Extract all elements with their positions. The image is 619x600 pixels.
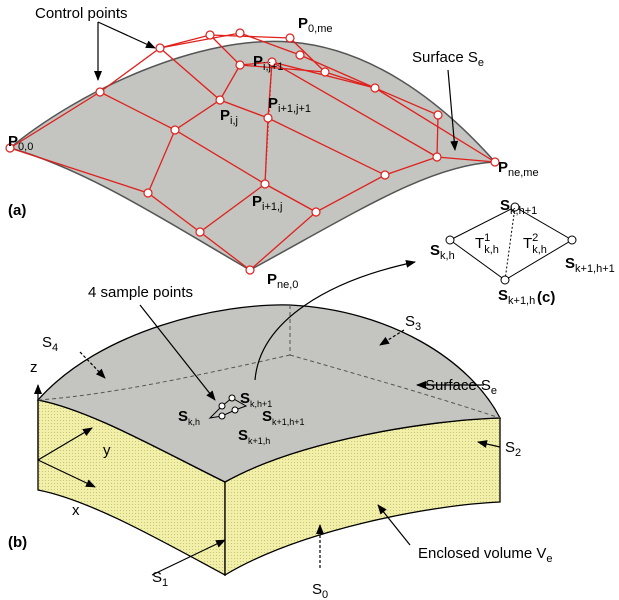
label: Sk+1,h <box>498 287 535 307</box>
label-sub: k,h <box>188 417 200 427</box>
label: Pne,0 <box>267 271 298 291</box>
label: y <box>103 442 111 459</box>
label-main: S <box>178 408 188 425</box>
label: Sk,h <box>430 242 455 262</box>
control-point <box>216 96 224 104</box>
label-sub: 1 <box>162 577 168 589</box>
label-sub: k+1,h <box>508 295 535 307</box>
label: Pne,me <box>498 159 539 179</box>
label: (b) <box>8 534 27 551</box>
label-main: S <box>42 334 52 351</box>
label: (a) <box>8 202 26 219</box>
control-point <box>196 228 204 236</box>
label-main: S <box>430 242 440 259</box>
control-point <box>171 126 179 134</box>
label-main: S <box>498 287 508 304</box>
label-main: S <box>505 439 515 456</box>
label-sub: k+1,h+1 <box>272 417 305 427</box>
label: S4 <box>42 334 58 354</box>
label-sub: 0,0 <box>18 141 33 153</box>
label-main: S <box>500 197 510 214</box>
control-point <box>371 84 379 92</box>
label-main: S <box>240 390 250 407</box>
label-main: S <box>238 427 248 444</box>
control-point <box>261 180 269 188</box>
label: 4 sample points <box>88 284 193 301</box>
control-point <box>206 31 214 39</box>
label-main: P <box>8 133 18 150</box>
surface-a <box>10 41 495 270</box>
label-sup: 2 <box>532 232 538 244</box>
label-main: Enclosed volume V <box>418 545 546 562</box>
control-point <box>434 111 442 119</box>
label-sub: i+1,j <box>262 201 283 213</box>
label: (c) <box>537 289 555 306</box>
label-sub: 0,me <box>308 23 332 35</box>
control-point <box>156 44 164 52</box>
control-point <box>144 189 152 197</box>
label-main: P <box>220 107 230 124</box>
label-sub: k,h <box>440 250 455 262</box>
label: Control points <box>35 5 128 22</box>
label-sub: k,h <box>484 244 499 256</box>
control-point <box>296 51 304 59</box>
label-sub: e <box>491 385 497 397</box>
label-sub: i,j+1 <box>263 61 284 73</box>
label-sub: i+1,j+1 <box>278 103 311 115</box>
label: Enclosed volume Ve <box>418 545 553 565</box>
label: S1 <box>152 569 168 589</box>
label-main: S <box>565 255 575 272</box>
label-sub: 4 <box>52 342 58 354</box>
label-main: P <box>498 159 508 176</box>
label-sub: k+1,h+1 <box>575 263 615 275</box>
control-point <box>96 88 104 96</box>
label-main: S <box>405 313 415 330</box>
control-point <box>381 171 389 179</box>
label-main: S <box>262 408 272 425</box>
control-point <box>312 208 320 216</box>
label-main: T <box>523 235 532 252</box>
control-point <box>264 114 272 122</box>
label-sup: 1 <box>484 232 490 244</box>
label: z <box>30 359 38 376</box>
label: S3 <box>405 313 421 333</box>
label-main: P <box>252 193 262 210</box>
label-main: Surface S <box>412 49 478 66</box>
label-sub: k,h <box>532 244 547 256</box>
label-main: P <box>267 271 277 288</box>
control-point <box>433 153 441 161</box>
label-main: Surface S <box>425 377 491 394</box>
label-sub: k+1,h <box>248 436 270 446</box>
control-point <box>236 29 244 37</box>
label-main: P <box>298 15 308 32</box>
label-sub: ne,me <box>508 167 539 179</box>
label-sub: i,j <box>230 115 238 127</box>
label-main: S <box>312 581 322 598</box>
label: T2k,h <box>523 232 547 256</box>
label: Sk+1,h+1 <box>565 255 615 275</box>
control-point <box>286 34 294 42</box>
label: S0 <box>312 581 328 600</box>
figure: (a)Control pointsSurface SeP0,mePi,j+1Pi… <box>0 0 619 600</box>
label-sub: ne,0 <box>277 279 298 291</box>
label-main: S <box>152 569 162 586</box>
label-sub: k,h+1 <box>510 205 537 217</box>
label: Sk,h+1 <box>500 197 537 217</box>
control-point <box>321 68 329 76</box>
label-sub: 2 <box>515 447 521 459</box>
label: x <box>72 502 80 519</box>
label-sub: e <box>546 553 552 565</box>
label: S2 <box>505 439 521 459</box>
label-main: T <box>475 235 484 252</box>
label-main: P <box>253 53 263 70</box>
label-main: P <box>268 95 278 112</box>
control-point <box>236 61 244 69</box>
label: P0,me <box>298 15 332 35</box>
label-sub: 3 <box>415 321 421 333</box>
control-point <box>246 266 254 274</box>
label-sub: 0 <box>322 589 328 600</box>
label: Surface Se <box>412 49 484 69</box>
label-sub: e <box>478 57 484 69</box>
